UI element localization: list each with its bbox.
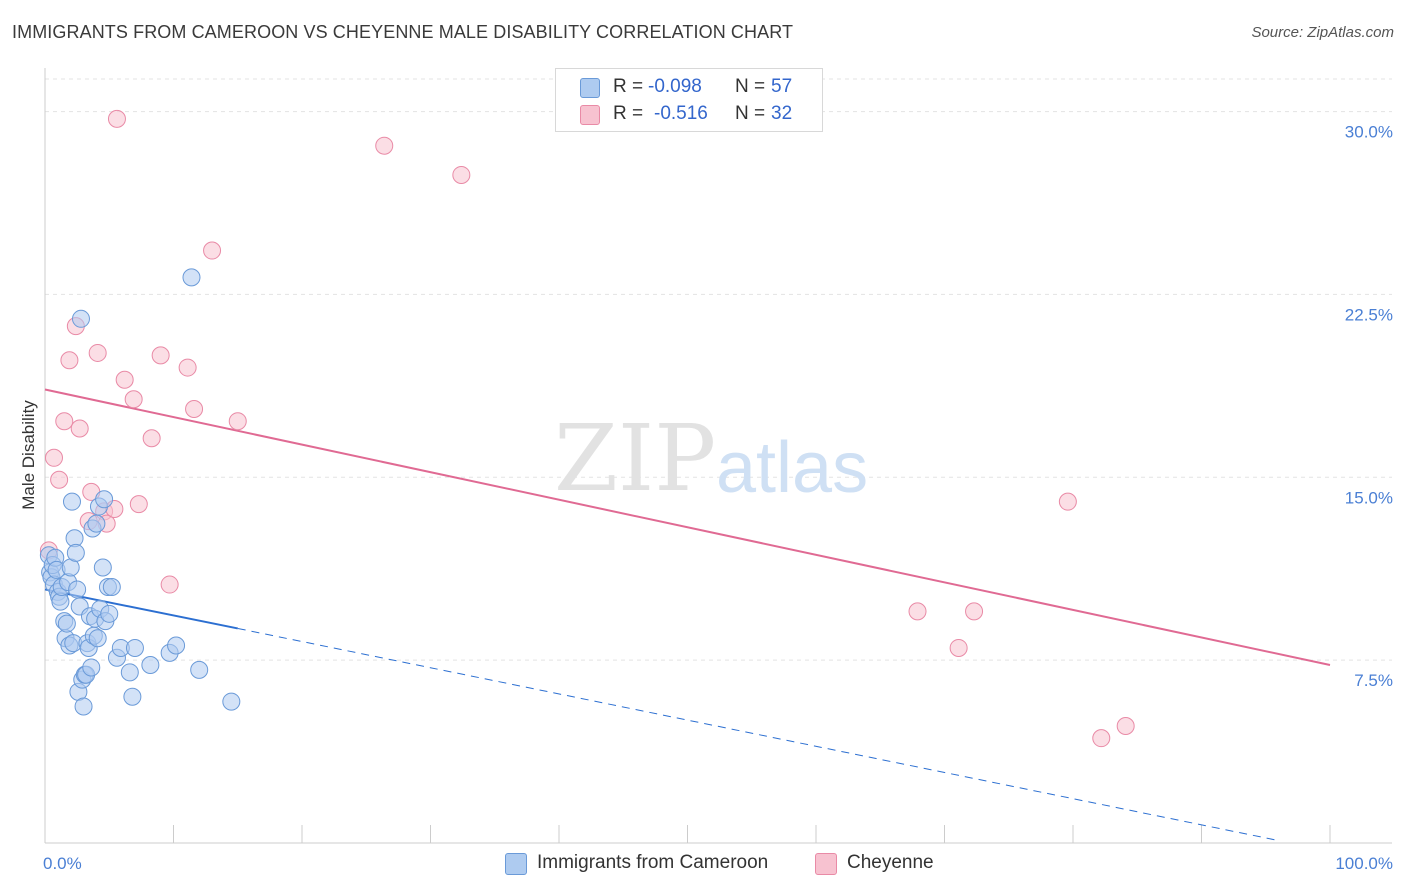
data-point-cheyenne — [452, 165, 471, 184]
data-point-cheyenne — [228, 412, 247, 431]
data-point-cheyenne — [965, 602, 984, 621]
data-point-cameroon — [222, 692, 241, 711]
data-point-cheyenne — [1092, 729, 1111, 748]
source-credit: Source: ZipAtlas.com — [1251, 24, 1394, 41]
data-point-cameroon — [93, 558, 112, 577]
data-point-cameroon — [74, 697, 93, 716]
data-point-cameroon — [88, 629, 107, 648]
correlation-legend: R = -0.098 N = 57 R = -0.516 N = 32 — [555, 68, 823, 132]
data-point-cameroon — [120, 663, 139, 682]
data-point-cheyenne — [70, 419, 89, 438]
watermark-zip: ZIP — [554, 405, 716, 512]
r-label: R = — [613, 76, 644, 97]
trend-line-cameroon-extended — [237, 627, 1279, 842]
data-point-cheyenne — [107, 109, 126, 128]
n-label: N = — [735, 103, 766, 124]
r-value: -0.098 — [648, 76, 702, 97]
legend-swatch-pink — [815, 853, 837, 875]
y-axis-label: Male Disability — [19, 400, 38, 510]
data-point-cameroon — [182, 268, 201, 287]
data-point-cameroon — [167, 636, 186, 655]
data-point-cameroon — [125, 638, 144, 657]
grid-lines — [45, 78, 1392, 661]
data-point-cheyenne — [151, 346, 170, 365]
data-point-cheyenne — [44, 448, 63, 467]
x-tick-label: 100.0% — [1335, 854, 1393, 873]
r-label: R = — [613, 103, 644, 124]
tick-labels: 7.5% 15.0% 22.5% 30.0% 0.0% 100.0% — [43, 123, 1393, 873]
data-point-cameroon — [141, 656, 160, 675]
x-tick-label: 0.0% — [43, 854, 82, 873]
data-point-cheyenne — [375, 136, 394, 155]
watermark-atlas: atlas — [716, 428, 868, 508]
data-point-cheyenne — [908, 602, 927, 621]
legend-swatch-pink — [580, 105, 600, 125]
data-point-cameroon — [87, 514, 106, 533]
data-point-cameroon — [71, 309, 90, 328]
chart-title: IMMIGRANTS FROM CAMEROON VS CHEYENNE MAL… — [12, 22, 794, 42]
data-point-cheyenne — [1116, 716, 1135, 735]
n-label: N = — [735, 76, 766, 97]
data-point-cheyenne — [129, 495, 148, 514]
data-point-cheyenne — [55, 412, 74, 431]
trend-line-cheyenne — [44, 388, 1331, 666]
data-point-cameroon — [95, 490, 114, 509]
data-point-cheyenne — [60, 351, 79, 370]
data-point-cameroon — [100, 604, 119, 623]
legend-label-cameroon: Immigrants from Cameroon — [537, 852, 769, 873]
data-point-cameroon — [102, 578, 121, 596]
data-point-cameroon — [82, 658, 101, 677]
data-point-cheyenne — [178, 358, 197, 377]
data-point-cheyenne — [1058, 492, 1077, 511]
n-value: 57 — [771, 76, 793, 97]
axes — [44, 68, 1392, 844]
data-point-cheyenne — [949, 638, 968, 657]
legend-label-cheyenne: Cheyenne — [847, 852, 934, 873]
n-value: 32 — [771, 103, 793, 124]
legend-swatch-blue — [505, 853, 527, 875]
data-point-cameroon — [66, 543, 85, 562]
data-point-cheyenne — [185, 400, 204, 419]
data-point-cameroon — [57, 614, 76, 633]
data-points — [39, 109, 1135, 748]
y-tick-label: 22.5% — [1345, 305, 1393, 324]
data-point-cameroon — [190, 660, 209, 679]
y-tick-label: 30.0% — [1345, 123, 1393, 142]
data-point-cheyenne — [142, 429, 161, 448]
data-point-cheyenne — [124, 390, 143, 409]
data-point-cheyenne — [88, 343, 107, 362]
y-tick-label: 7.5% — [1354, 671, 1393, 690]
legend-swatch-blue — [580, 78, 600, 98]
data-point-cameroon — [62, 492, 81, 511]
data-point-cameroon — [123, 687, 142, 706]
y-tick-label: 15.0% — [1345, 488, 1393, 507]
data-point-cheyenne — [160, 575, 179, 594]
data-point-cheyenne — [50, 470, 69, 489]
r-value: -0.516 — [654, 103, 708, 124]
data-point-cheyenne — [115, 370, 134, 389]
data-point-cameroon — [68, 580, 87, 599]
data-point-cheyenne — [203, 241, 222, 260]
